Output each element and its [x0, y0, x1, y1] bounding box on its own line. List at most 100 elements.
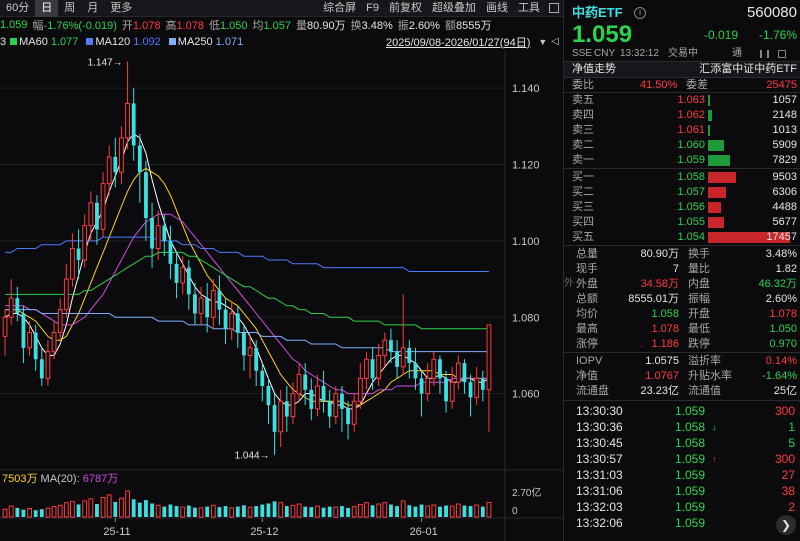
candle: [254, 340, 259, 386]
level-label: 买三: [572, 201, 594, 213]
toolbar-right-group: 综合屏 F9 前复权 超级叠加 画线 工具: [318, 0, 563, 17]
volume-bar: [260, 504, 265, 517]
candle: [303, 363, 308, 406]
volume-value: 量80.90万: [296, 20, 346, 32]
period-60min-tab[interactable]: 60分: [6, 1, 30, 14]
level-price: 1.061: [677, 124, 705, 136]
stat-value: 1.82: [775, 263, 797, 275]
tab-more[interactable]: 更多: [110, 1, 133, 14]
bid-level-3[interactable]: 买三 1.056 4488: [564, 200, 800, 215]
tick-time: 13:31:03: [576, 468, 623, 482]
candle: [438, 355, 442, 394]
stat-label: 现手: [576, 263, 598, 275]
volume-bar: [333, 506, 339, 518]
candle: [39, 347, 44, 386]
bid-level-2[interactable]: 买二 1.057 6306: [564, 185, 800, 200]
range-dropdown-icon[interactable]: ▼: [538, 36, 548, 47]
volume-bar: [444, 505, 448, 517]
grid-icon[interactable]: [778, 50, 786, 58]
tab-week[interactable]: 周: [64, 1, 76, 14]
volume-bar: [272, 501, 277, 517]
forward-adjust-button[interactable]: 前复权: [389, 1, 422, 14]
volume-bar: [413, 506, 418, 517]
candle: [486, 324, 492, 432]
low-value: 低1.050: [208, 20, 248, 32]
stat-label: 总额: [576, 293, 598, 305]
candle: [155, 210, 161, 260]
volume-bar: [144, 500, 148, 517]
tab-day[interactable]: 日: [35, 0, 59, 17]
bid-level-1[interactable]: 买一 1.058 9503: [564, 170, 800, 185]
volume-bar: [186, 505, 191, 517]
stat-value: 23.23亿: [640, 385, 679, 397]
page-nav-icon[interactable]: ❯: [776, 515, 796, 535]
volume-bar: [351, 506, 357, 518]
stat-value: 1.0575: [645, 355, 679, 367]
candle: [431, 351, 437, 386]
market-status-row: SSE CNY 13:32:12 交易中 通: [564, 48, 800, 60]
stat-label: 升贴水率: [688, 370, 732, 382]
tools-button[interactable]: 工具: [518, 1, 540, 14]
window-maximize-icon[interactable]: [549, 3, 559, 13]
stat-row: 外盘 34.58万 内盘 46.32万: [564, 277, 800, 292]
bars-icon[interactable]: [760, 50, 769, 58]
stat-value: 8555.01万: [628, 293, 679, 305]
level-volume-bar: [708, 187, 727, 198]
stat-value: 0.970: [769, 338, 797, 350]
bid-level-5[interactable]: 买五 1.054 17457: [564, 230, 800, 245]
price-tick-label: 1.060: [512, 389, 540, 401]
volume-bar: [284, 506, 289, 517]
candle: [266, 378, 271, 425]
volume-bar: [100, 497, 106, 518]
ask-level-5[interactable]: 卖一 1.059 7829: [564, 153, 800, 168]
quote-time: 13:32:12: [620, 48, 659, 59]
super-overlay-button[interactable]: 超级叠加: [432, 1, 476, 14]
volume-bar: [113, 501, 118, 517]
tick-time: 13:30:57: [576, 452, 623, 466]
candle: [425, 363, 431, 402]
tick-row: 13:30:57 1.059 ↑ 300: [564, 451, 800, 467]
nav-section-header[interactable]: 净值走势 汇添富中证中药ETF: [564, 62, 800, 77]
ma-first-marker: 3: [0, 35, 7, 48]
candle: [186, 260, 191, 310]
collapse-icon[interactable]: ◁: [551, 36, 559, 47]
info-circle-icon[interactable]: i: [634, 7, 646, 19]
stat-label: 最高: [576, 323, 598, 335]
volume-bar: [455, 503, 461, 518]
volume-bar: [242, 505, 246, 517]
volume-bar: [150, 503, 154, 517]
stat-label: 跌停: [688, 338, 710, 350]
fund-name[interactable]: 中药ETF: [572, 5, 623, 20]
candle: [419, 370, 424, 417]
date-range-label[interactable]: 2025/09/08-2026/01/27(94日): [386, 36, 531, 49]
composite-screen-button[interactable]: 综合屏: [323, 1, 357, 14]
f9-button[interactable]: F9: [366, 1, 379, 14]
ask-level-4[interactable]: 卖二 1.060 5909: [564, 138, 800, 153]
fund-stat-row: 流通盘 23.23亿 流通值 25亿: [564, 384, 800, 399]
volume-bar: [27, 507, 32, 518]
ma-line-1: [5, 167, 489, 406]
candle: [370, 347, 375, 390]
candle: [113, 137, 118, 188]
draw-line-button[interactable]: 画线: [486, 1, 508, 14]
candle: [340, 386, 344, 432]
volume-bar: [125, 490, 130, 518]
ask-level-1[interactable]: 卖五 1.063 1057: [564, 93, 800, 108]
bid-level-4[interactable]: 买四 1.055 5677: [564, 215, 800, 230]
tick-time: 13:30:45: [576, 436, 623, 450]
candlestick-chart[interactable]: 1.140 1.120 1.100 1.080 1.060 1.147→ 1.044→ 7…: [0, 50, 563, 541]
section-title: 净值走势: [572, 63, 616, 75]
volume-bar: [480, 506, 485, 517]
ask-level-2[interactable]: 卖四 1.062 2148: [564, 108, 800, 123]
tab-month[interactable]: 月: [87, 1, 99, 14]
level-volume-bar: [708, 232, 790, 243]
amplitude-value: 振2.60%: [397, 20, 440, 32]
ask-level-3[interactable]: 卖三 1.061 1013: [564, 123, 800, 138]
tick-row: 13:30:30 1.059 300: [564, 403, 800, 419]
fund-stat-row: IOPV 1.0575 溢折率 0.14%: [564, 354, 800, 369]
level-volume: 9503: [772, 171, 797, 183]
volume-bar: [407, 505, 412, 517]
stat-value: 1.0767: [645, 370, 679, 382]
candle: [27, 321, 32, 356]
